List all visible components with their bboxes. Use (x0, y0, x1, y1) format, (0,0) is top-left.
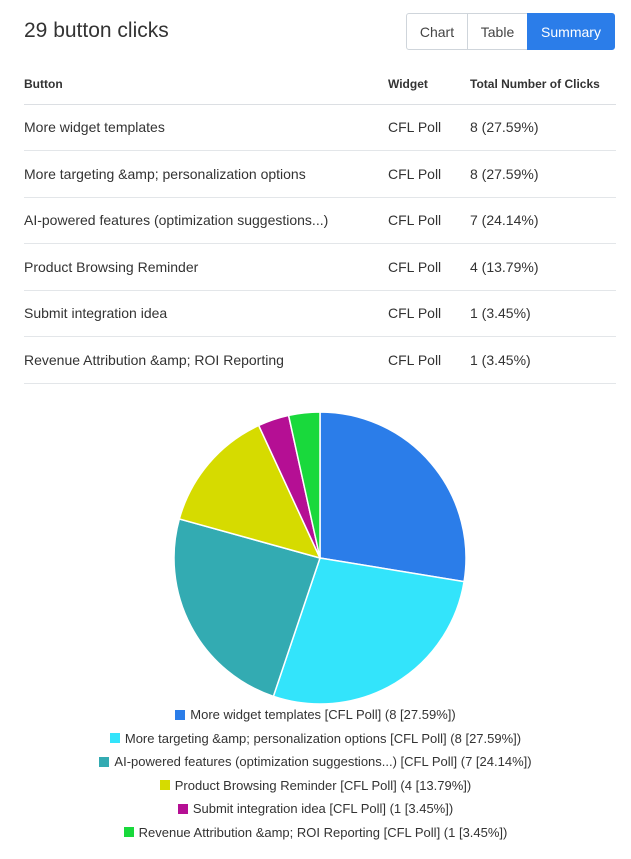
table-header-row: Button Widget Total Number of Clicks (24, 62, 616, 105)
cell-clicks: 1 (3.45%) (470, 336, 616, 384)
view-tabs: Chart Table Summary (406, 13, 615, 50)
tab-summary[interactable]: Summary (527, 13, 615, 50)
pie-chart (173, 411, 467, 705)
table-row: More targeting &amp; personalization opt… (24, 150, 616, 198)
legend-swatch (109, 733, 120, 744)
legend-swatch (159, 780, 170, 791)
cell-clicks: 7 (24.14%) (470, 197, 616, 244)
cell-widget: CFL Poll (388, 150, 470, 198)
legend-label: More targeting &amp; personalization opt… (124, 730, 522, 746)
cell-button: More widget templates (24, 104, 388, 151)
pie-slice-6[interactable] (287, 411, 321, 559)
page-title: 29 button clicks (24, 19, 169, 42)
cell-button: Product Browsing Reminder (24, 243, 388, 291)
legend-swatch (177, 803, 188, 814)
legend-label: Product Browsing Reminder [CFL Poll] (4 … (174, 777, 472, 793)
cell-clicks: 1 (3.45%) (470, 290, 616, 337)
legend-swatch (175, 709, 186, 720)
pie-slice-2[interactable] (272, 557, 465, 705)
legend-label: AI-powered features (optimization sugges… (114, 754, 532, 770)
pie-slice-4[interactable] (178, 424, 322, 560)
cell-button: Revenue Attribution &amp; ROI Reporting (24, 336, 388, 384)
cell-clicks: 4 (13.79%) (470, 243, 616, 291)
table-row: AI-powered features (optimization sugges… (24, 197, 616, 244)
table-row: More widget templates CFL Poll 8 (27.59%… (24, 104, 616, 151)
clicks-table: Button Widget Total Number of Clicks Mor… (24, 62, 616, 384)
legend-item-5[interactable]: Submit integration idea [CFL Poll] (1 [3… (0, 797, 631, 821)
column-header-total-clicks[interactable]: Total Number of Clicks (470, 62, 616, 105)
legend-item-1[interactable]: More widget templates [CFL Poll] (8 [27.… (0, 703, 631, 727)
tab-table[interactable]: Table (467, 13, 528, 50)
table-row: Submit integration idea CFL Poll 1 (3.45… (24, 290, 616, 337)
legend-item-6[interactable]: Revenue Attribution &amp; ROI Reporting … (0, 821, 631, 845)
legend-item-3[interactable]: AI-powered features (optimization sugges… (0, 750, 631, 774)
cell-button: Submit integration idea (24, 290, 388, 337)
legend-swatch (99, 756, 110, 767)
cell-clicks: 8 (27.59%) (470, 150, 616, 198)
column-header-button[interactable]: Button (24, 62, 388, 105)
legend-label: Revenue Attribution &amp; ROI Reporting … (138, 824, 508, 840)
table-row: Product Browsing Reminder CFL Poll 4 (13… (24, 243, 616, 291)
legend-label: Submit integration idea [CFL Poll] (1 [3… (192, 801, 454, 817)
cell-widget: CFL Poll (388, 104, 470, 151)
cell-button: More targeting &amp; personalization opt… (24, 150, 388, 198)
tab-chart[interactable]: Chart (406, 13, 468, 50)
cell-button: AI-powered features (optimization sugges… (24, 197, 388, 244)
cell-widget: CFL Poll (388, 290, 470, 337)
legend-item-4[interactable]: Product Browsing Reminder [CFL Poll] (4 … (0, 774, 631, 798)
column-header-widget[interactable]: Widget (388, 62, 470, 105)
pie-slice-1[interactable] (319, 411, 467, 583)
legend-swatch (123, 827, 134, 838)
cell-widget: CFL Poll (388, 336, 470, 384)
legend-item-2[interactable]: More targeting &amp; personalization opt… (0, 727, 631, 751)
table-row: Revenue Attribution &amp; ROI Reporting … (24, 336, 616, 384)
chart-legend: More widget templates [CFL Poll] (8 [27.… (0, 703, 631, 844)
legend-label: More widget templates [CFL Poll] (8 [27.… (190, 707, 456, 723)
cell-widget: CFL Poll (388, 197, 470, 244)
cell-widget: CFL Poll (388, 243, 470, 291)
pie-slice-3[interactable] (173, 518, 321, 698)
cell-clicks: 8 (27.59%) (470, 104, 616, 151)
